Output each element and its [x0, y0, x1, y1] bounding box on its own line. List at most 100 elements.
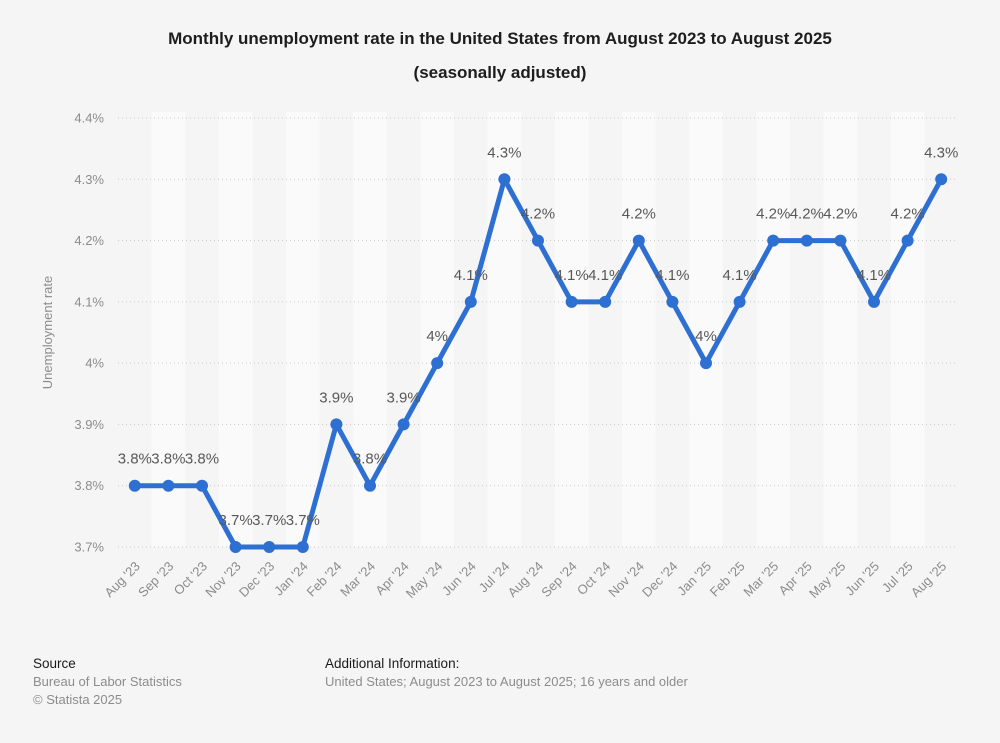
- data-point[interactable]: [296, 541, 309, 553]
- data-point[interactable]: [364, 479, 376, 492]
- x-tick-label: Sep '23: [135, 559, 176, 600]
- x-tick-label: Nov '23: [202, 559, 243, 600]
- additional-info-label: Additional Information:: [325, 656, 460, 671]
- y-tick-label: 4.3%: [74, 172, 104, 187]
- x-tick-label: Aug '25: [908, 559, 949, 600]
- data-point-label: 4.1%: [655, 267, 689, 284]
- data-point[interactable]: [632, 234, 645, 247]
- data-point-label: 3.8%: [353, 451, 387, 468]
- data-point[interactable]: [666, 295, 679, 308]
- y-tick-label: 3.9%: [74, 417, 104, 432]
- x-tick-label: Feb '25: [707, 559, 748, 600]
- data-point[interactable]: [498, 173, 511, 186]
- y-axis-title: Unemployment rate: [40, 276, 55, 389]
- additional-info-text: United States; August 2023 to August 202…: [325, 674, 688, 689]
- column-band: [420, 112, 454, 547]
- data-point-label: 4.1%: [454, 267, 488, 284]
- column-band: [823, 112, 858, 547]
- data-point[interactable]: [565, 295, 578, 308]
- data-point-label: 4%: [426, 328, 448, 345]
- column-band: [286, 112, 320, 547]
- chart-title: Monthly unemployment rate in the United …: [0, 22, 1000, 90]
- source-name: Bureau of Labor Statistics: [33, 674, 182, 689]
- y-tick-label: 4%: [85, 356, 104, 371]
- x-tick-label: Jun '24: [439, 559, 479, 599]
- footer-source-block: Source Bureau of Labor Statistics © Stat…: [33, 655, 182, 709]
- chart-title-line1: Monthly unemployment rate in the United …: [168, 29, 832, 48]
- y-tick-label: 4.2%: [74, 233, 104, 248]
- line-chart-svg: 4.4% 4.3% 4.2% 4.1% 4% 3.9% 3.8% 3.7% Unemployme…: [40, 111, 958, 602]
- data-point-label: 4.1%: [857, 267, 891, 284]
- data-point[interactable]: [767, 234, 780, 247]
- data-point[interactable]: [431, 357, 444, 370]
- x-tick-label: Jun '25: [842, 559, 882, 599]
- data-point[interactable]: [263, 541, 276, 553]
- data-point[interactable]: [935, 173, 948, 186]
- x-tick-label: Jan '25: [674, 559, 714, 599]
- data-point[interactable]: [532, 234, 544, 247]
- column-band: [756, 112, 790, 547]
- data-point[interactable]: [599, 295, 612, 308]
- data-point[interactable]: [162, 479, 175, 492]
- column-band: [689, 112, 723, 547]
- y-tick-label: 4.4%: [74, 111, 104, 126]
- data-point-label: 3.9%: [319, 389, 353, 406]
- data-point-label: 4.2%: [790, 206, 824, 223]
- data-point[interactable]: [330, 418, 343, 431]
- copyright-notice: © Statista 2025: [33, 692, 123, 707]
- data-point-label: 4.1%: [722, 267, 756, 284]
- data-point-label: 3.8%: [118, 451, 152, 468]
- data-point[interactable]: [868, 295, 880, 308]
- data-point[interactable]: [733, 295, 746, 308]
- x-tick-label: May '25: [806, 559, 849, 602]
- y-tick-label: 3.8%: [74, 478, 104, 493]
- data-point-label: 4.3%: [924, 144, 958, 161]
- data-point-label: 4.1%: [588, 267, 622, 284]
- data-point[interactable]: [464, 295, 477, 308]
- x-tick-label: Dec '23: [236, 559, 277, 600]
- data-point[interactable]: [196, 479, 208, 492]
- data-point-label: 4.2%: [756, 206, 790, 223]
- x-tick-label: May '24: [403, 559, 446, 602]
- data-point-label: 3.8%: [185, 451, 219, 468]
- x-tick-label: Mar '24: [337, 559, 378, 600]
- data-point[interactable]: [128, 479, 141, 492]
- x-tick-label: Sep '24: [538, 559, 579, 600]
- y-tick-label: 3.7%: [74, 540, 104, 555]
- y-tick-label: 4.1%: [74, 294, 104, 309]
- data-point-label: 3.7%: [252, 512, 286, 529]
- source-label: Source: [33, 656, 76, 671]
- data-point-label: 4%: [695, 328, 717, 345]
- column-band: [890, 112, 925, 547]
- chart-title-line2: (seasonally adjusted): [413, 63, 587, 82]
- column-band: [151, 112, 186, 547]
- data-point-label: 4.2%: [622, 206, 656, 223]
- x-tick-label: Aug '24: [505, 559, 546, 600]
- data-point-label: 4.3%: [487, 144, 521, 161]
- data-point[interactable]: [901, 234, 914, 247]
- data-point-label: 4.1%: [554, 267, 588, 284]
- data-point-label: 4.2%: [890, 206, 924, 223]
- x-tick-label: Jan '24: [271, 559, 311, 599]
- column-band: [218, 112, 253, 547]
- data-point[interactable]: [700, 357, 712, 370]
- data-point[interactable]: [834, 234, 847, 247]
- column-band: [622, 112, 656, 547]
- data-point[interactable]: [397, 418, 410, 431]
- data-point[interactable]: [800, 234, 813, 247]
- x-tick-label: Feb '24: [304, 559, 345, 600]
- x-tick-label: Mar '25: [740, 559, 781, 600]
- data-point-label: 3.7%: [286, 512, 320, 529]
- data-point[interactable]: [229, 541, 242, 553]
- x-tick-label: Aug '23: [101, 559, 142, 600]
- x-tick-label: Dec '24: [639, 559, 680, 600]
- x-tick-label: Nov '24: [605, 559, 646, 600]
- column-band: [353, 112, 387, 547]
- footer-additional-block: Additional Information: United States; A…: [325, 655, 688, 691]
- data-point-label: 3.7%: [218, 512, 252, 529]
- data-point-label: 3.8%: [151, 451, 185, 468]
- data-point-label: 4.2%: [823, 206, 857, 223]
- column-band: [554, 112, 589, 547]
- data-point-label: 4.2%: [521, 206, 555, 223]
